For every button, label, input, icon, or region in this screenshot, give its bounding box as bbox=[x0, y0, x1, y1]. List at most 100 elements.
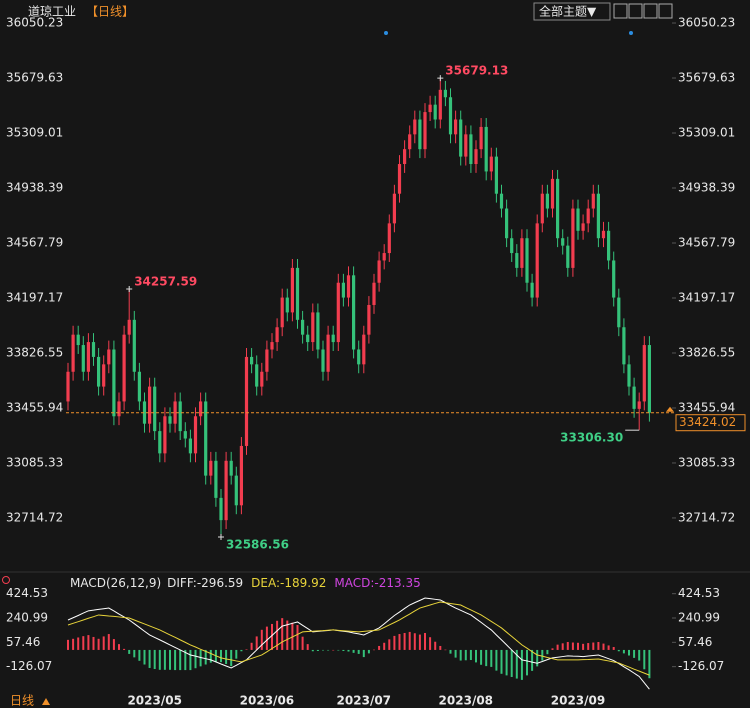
candle-body bbox=[448, 97, 453, 135]
toolbar-icons bbox=[613, 3, 673, 19]
candle-body bbox=[239, 445, 243, 506]
x-tick-label: 2023/09 bbox=[551, 694, 605, 708]
theme-button[interactable] bbox=[533, 2, 611, 21]
macd-bar bbox=[612, 647, 615, 650]
candle-body bbox=[392, 193, 396, 224]
candle-body bbox=[188, 438, 192, 454]
candle-body bbox=[127, 319, 131, 335]
macd-bar bbox=[306, 644, 309, 650]
macd-bar bbox=[622, 649, 625, 654]
y-tick-label: 33455.94 bbox=[6, 400, 63, 414]
candle-body bbox=[535, 223, 539, 298]
macd-bar bbox=[643, 649, 646, 670]
icon[interactable] bbox=[658, 3, 673, 19]
candle-body bbox=[86, 342, 90, 372]
macd-bar bbox=[602, 643, 605, 650]
candle-body bbox=[408, 134, 412, 150]
candle-body bbox=[642, 345, 646, 402]
candle-body bbox=[484, 126, 488, 172]
macd-bar bbox=[158, 649, 161, 670]
icon[interactable] bbox=[613, 3, 628, 19]
macd-bar bbox=[286, 620, 289, 650]
macd-bar bbox=[607, 645, 610, 650]
y-tick-label-right: 33085.33 bbox=[678, 455, 735, 469]
macd-bar bbox=[255, 636, 258, 650]
macd-bar bbox=[556, 644, 559, 650]
candle-body bbox=[71, 334, 75, 372]
macd-bar bbox=[561, 643, 564, 650]
macd-bar bbox=[184, 649, 187, 671]
candle-body bbox=[204, 401, 208, 476]
macd-bar bbox=[480, 649, 483, 665]
macd-bar bbox=[199, 649, 202, 667]
macd-bar bbox=[505, 649, 508, 676]
macd-bar bbox=[367, 649, 370, 654]
macd-bar bbox=[332, 649, 335, 651]
candle-body bbox=[275, 327, 279, 343]
macd-bar bbox=[316, 649, 319, 651]
y-tick-label: 35679.63 bbox=[6, 71, 63, 85]
macd-bar bbox=[230, 649, 233, 667]
macd-bar bbox=[240, 649, 243, 652]
footer-arrow[interactable] bbox=[42, 698, 50, 705]
candle-body bbox=[357, 349, 361, 365]
candle-body bbox=[270, 342, 274, 350]
macd-bar bbox=[597, 641, 600, 650]
macd-bar bbox=[515, 649, 518, 679]
macd-bar bbox=[475, 649, 477, 663]
candle-body bbox=[214, 460, 218, 498]
macd-bar bbox=[510, 649, 513, 677]
icon[interactable] bbox=[643, 3, 658, 19]
candle-body bbox=[311, 312, 315, 343]
y-tick-label: 36050.23 bbox=[6, 16, 63, 30]
footer-period[interactable]: 日线 bbox=[10, 694, 34, 708]
macd-label: MACD: bbox=[334, 576, 374, 590]
candle-body bbox=[469, 134, 473, 165]
x-tick-label: 2023/05 bbox=[127, 694, 181, 708]
theme-button-label[interactable]: 全部主题▼ bbox=[539, 4, 597, 19]
macd-bar bbox=[500, 649, 503, 674]
candle-body bbox=[530, 282, 534, 298]
macd-bar bbox=[276, 620, 279, 650]
candle-body bbox=[229, 460, 233, 476]
candle-body bbox=[596, 193, 600, 239]
macd-bar bbox=[118, 644, 120, 650]
candle-body bbox=[183, 431, 187, 439]
macd-bar bbox=[551, 648, 554, 650]
macd-bar bbox=[403, 632, 406, 650]
candle-body bbox=[474, 149, 478, 165]
y-tick-label: 33826.55 bbox=[6, 345, 63, 359]
macd-bar bbox=[546, 649, 549, 655]
candle-body bbox=[459, 119, 463, 157]
candle-body bbox=[91, 342, 96, 357]
period: 【日线】 bbox=[86, 5, 134, 19]
macd-bar bbox=[250, 642, 253, 650]
candle-body bbox=[97, 356, 101, 387]
candle-body bbox=[601, 230, 606, 239]
macd-bar bbox=[220, 649, 222, 663]
macd-bar bbox=[77, 637, 80, 650]
candle-body bbox=[234, 475, 238, 506]
macd-bar bbox=[337, 649, 340, 651]
macd-bar bbox=[260, 629, 263, 650]
candle-body bbox=[265, 349, 269, 372]
candle-body bbox=[260, 371, 264, 387]
y-tick-label: 34567.79 bbox=[6, 235, 63, 249]
macd-bar bbox=[526, 649, 528, 676]
candle-body bbox=[397, 164, 402, 194]
candle-body bbox=[352, 275, 356, 350]
macd-bar bbox=[638, 649, 641, 661]
candle-body bbox=[326, 334, 330, 372]
y-tick-label-right: 33826.55 bbox=[678, 345, 735, 359]
candle-body bbox=[209, 460, 213, 476]
macd-bar bbox=[296, 625, 299, 650]
candle-body bbox=[586, 208, 590, 224]
candle-body bbox=[403, 149, 407, 165]
icon[interactable] bbox=[628, 3, 643, 19]
candle-body bbox=[576, 208, 580, 231]
macd-bar bbox=[327, 649, 330, 651]
macd-bar bbox=[362, 649, 365, 658]
macd-bar bbox=[541, 649, 544, 661]
macd-bar bbox=[485, 649, 488, 667]
candle-body bbox=[479, 126, 483, 150]
